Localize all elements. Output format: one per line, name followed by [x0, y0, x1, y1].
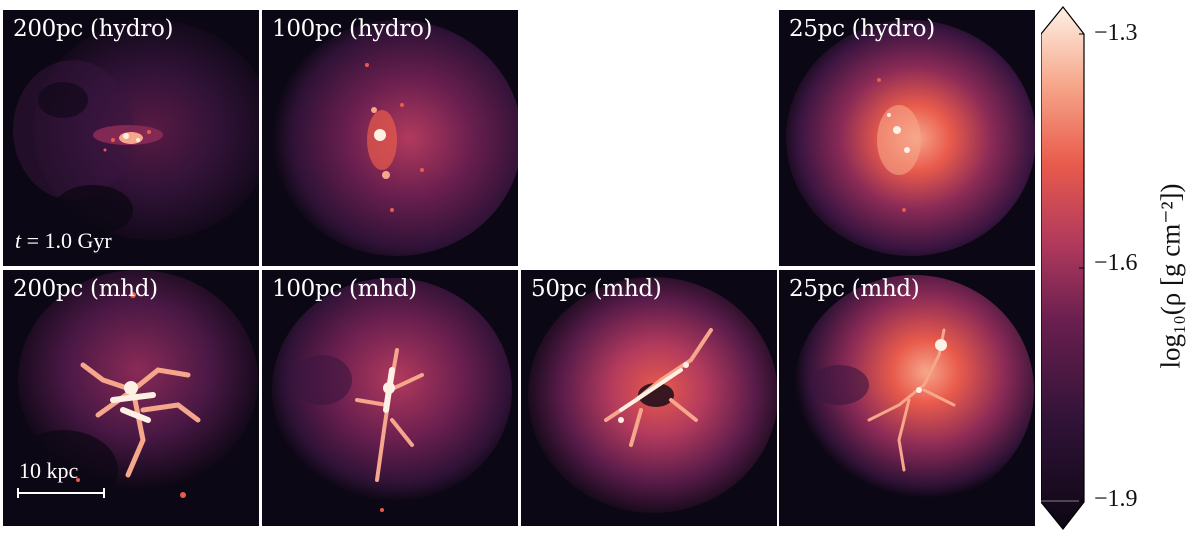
- density-map: [779, 270, 1035, 526]
- panel-label: 25pc (hydro): [789, 16, 935, 42]
- panel-label: 25pc (mhd): [789, 276, 920, 302]
- time-annotation: t = 1.0 Gyr: [15, 228, 112, 253]
- scale-bar-label: 10 kpc: [19, 458, 79, 483]
- density-map: [3, 10, 259, 266]
- density-map: [779, 10, 1035, 266]
- colorbar: [1041, 6, 1085, 530]
- panel-empty: [521, 10, 777, 266]
- colorbar-tick-min: −1.9: [1094, 486, 1138, 512]
- panel-200pc-mhd: 200pc (mhd) 10 kpc: [3, 270, 259, 526]
- colorbar-tick-mid: −1.6: [1094, 250, 1138, 276]
- panel-label: 200pc (hydro): [13, 16, 174, 42]
- density-map: [521, 270, 777, 526]
- density-map: [3, 270, 259, 526]
- panel-label: 100pc (hydro): [272, 16, 433, 42]
- panel-label: 50pc (mhd): [531, 276, 662, 302]
- panel-100pc-hydro: 100pc (hydro): [262, 10, 518, 266]
- panel-25pc-mhd: 25pc (mhd): [779, 270, 1035, 526]
- panel-25pc-hydro: 25pc (hydro): [779, 10, 1035, 266]
- panel-label: 100pc (mhd): [272, 276, 417, 302]
- panel-label: 200pc (mhd): [13, 276, 158, 302]
- panel-50pc-mhd: 50pc (mhd): [521, 270, 777, 526]
- colorbar-title: log₁₀(ρ [g cm⁻²]): [1155, 183, 1186, 369]
- panel-200pc-hydro: 200pc (hydro) t = 1.0 Gyr: [3, 10, 259, 266]
- density-map: [262, 10, 518, 266]
- panel-100pc-mhd: 100pc (mhd): [262, 270, 518, 526]
- density-map: [262, 270, 518, 526]
- scale-bar: [17, 488, 105, 498]
- colorbar-tick-max: −1.3: [1094, 20, 1138, 46]
